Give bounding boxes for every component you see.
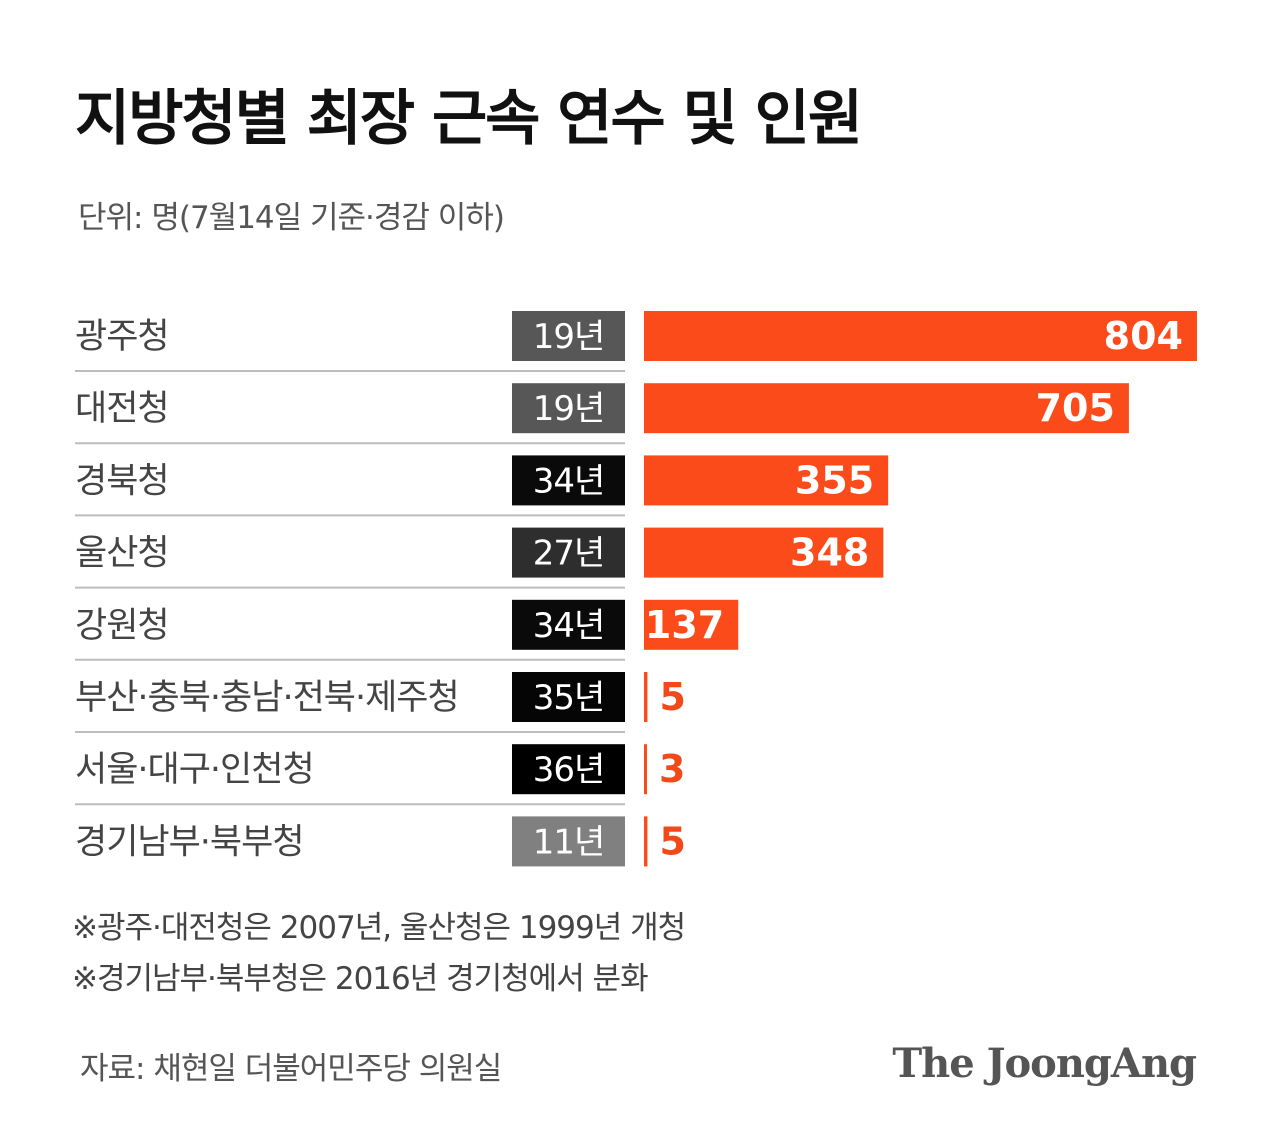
chart-subtitle: 단위: 명(7월14일 기준·경감 이하) (78, 200, 505, 236)
chart-title: 지방청별 최장 근속 연수 및 인원 (75, 84, 863, 154)
value-label: 5 (659, 819, 685, 863)
row-label: 강원청 (75, 606, 169, 646)
years-box (512, 311, 625, 361)
bar (644, 383, 1129, 434)
years-box (512, 744, 625, 795)
bar (644, 816, 648, 867)
bar (644, 455, 889, 506)
bar (644, 527, 884, 578)
value-label: 355 (795, 458, 874, 502)
years-label: 11년 (533, 822, 605, 862)
row-label: 서울·대구·인천청 (75, 750, 314, 790)
row-label: 부산·충북·충남·전북·제주청 (75, 678, 459, 718)
years-box (512, 599, 625, 650)
row-label: 경북청 (75, 461, 169, 501)
years-box (512, 383, 625, 434)
years-label: 34년 (533, 461, 605, 501)
source-note: 자료: 채현일 더불어민주당 의원실 (80, 1051, 502, 1087)
years-label: 36년 (533, 750, 605, 790)
row-label: 울산청 (75, 534, 169, 574)
years-box (512, 455, 625, 506)
years-box (512, 527, 625, 578)
bar (644, 672, 648, 722)
years-box (512, 816, 625, 867)
years-box (512, 672, 625, 722)
value-label: 804 (1104, 314, 1183, 358)
years-label: 27년 (533, 534, 605, 574)
value-label: 348 (790, 531, 869, 575)
footnote-1: ※광주·대전청은 2007년, 울산청은 1999년 개청 (72, 910, 686, 946)
value-label: 5 (659, 675, 685, 719)
footnote-2: ※경기남부·북부청은 2016년 경기청에서 분화 (72, 961, 649, 997)
publisher-logo: The JoongAng (892, 1040, 1197, 1087)
bar (644, 311, 1197, 361)
bar (644, 744, 647, 795)
value-label: 137 (645, 603, 724, 647)
years-label: 35년 (533, 678, 605, 718)
years-label: 19년 (533, 317, 605, 357)
value-label: 3 (659, 747, 685, 791)
row-label: 대전청 (75, 389, 169, 429)
row-label: 광주청 (75, 317, 169, 357)
years-label: 19년 (533, 389, 605, 429)
bar (644, 599, 739, 650)
years-label: 34년 (533, 606, 605, 646)
row-label: 경기남부·북부청 (75, 822, 304, 862)
value-label: 705 (1036, 386, 1115, 430)
